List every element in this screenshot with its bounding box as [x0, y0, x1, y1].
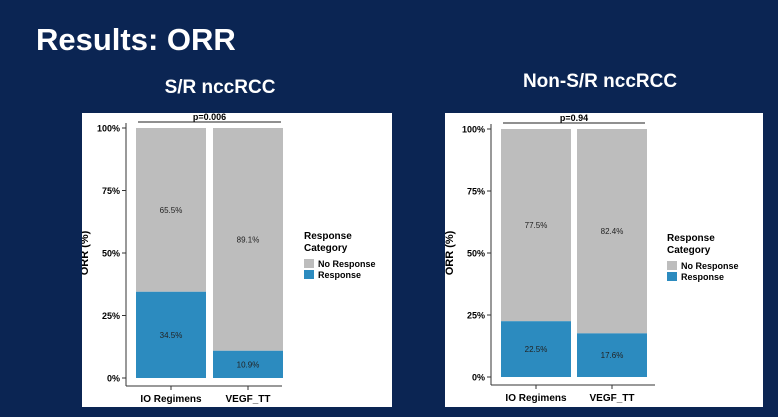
legend-title: Category [304, 243, 348, 254]
data-label-response: 17.6% [601, 351, 624, 360]
data-label-response: 34.5% [160, 331, 183, 340]
y-tick-label: 50% [467, 249, 485, 259]
legend-title: Category [667, 245, 711, 256]
y-axis-label: ORR (%) [445, 230, 456, 275]
bar-segment-no-response [501, 129, 571, 322]
y-tick-label: 100% [97, 124, 120, 134]
x-tick-label: IO Regimens [140, 394, 202, 405]
legend-swatch [304, 270, 314, 279]
p-value-annotation: p=0.006 [193, 113, 226, 122]
data-label-no-response: 89.1% [237, 235, 260, 244]
y-tick-label: 100% [462, 125, 485, 135]
y-tick-label: 75% [102, 186, 120, 196]
legend-entry-label: Response [681, 272, 724, 282]
data-label-no-response: 77.5% [525, 221, 548, 230]
x-tick-label: VEGF_TT [589, 393, 634, 404]
bar-segment-no-response [577, 129, 647, 334]
y-tick-label: 0% [472, 373, 485, 383]
y-tick-label: 0% [107, 374, 120, 384]
legend-swatch [304, 259, 314, 268]
bar-segment-response [577, 333, 647, 377]
bar-segment-no-response [136, 128, 206, 292]
y-tick-label: 25% [467, 311, 485, 321]
bar-segment-response [136, 291, 206, 378]
legend-title: Response [667, 233, 715, 244]
legend-swatch [667, 261, 677, 270]
y-tick-label: 75% [467, 187, 485, 197]
bar-segment-no-response [213, 128, 283, 351]
y-tick-label: 50% [102, 249, 120, 259]
data-label-response: 10.9% [237, 360, 260, 369]
slide-title: Results: ORR [36, 22, 236, 57]
legend-entry-label: Response [318, 270, 361, 280]
y-tick-label: 25% [102, 311, 120, 321]
p-value-annotation: p=0.94 [560, 113, 588, 123]
chart-title-right: Non-S/R nccRCC [522, 71, 678, 92]
x-tick-label: IO Regimens [505, 393, 567, 404]
x-tick-label: VEGF_TT [225, 394, 270, 405]
legend-swatch [667, 272, 677, 281]
bar-segment-response [501, 321, 571, 377]
chart-panel-left: ORR (%) 0% 25% 50% 75% 100% 65.5% 34.5% IO Regim… [82, 113, 392, 407]
legend-entry-label: No Response [318, 259, 376, 269]
chart-panel-right: ORR (%) 0% 25% 50% 75% 100% 77.5% 22.5% IO Regim… [445, 113, 763, 407]
stacked-bar-chart-left: ORR (%) 0% 25% 50% 75% 100% 65.5% 34.5% IO Regim… [82, 113, 376, 405]
bar-segment-response [213, 350, 283, 378]
data-label-response: 22.5% [525, 345, 548, 354]
data-label-no-response: 82.4% [601, 227, 624, 236]
legend-title: Response [304, 231, 352, 242]
legend-entry-label: No Response [681, 261, 739, 271]
data-label-no-response: 65.5% [160, 206, 183, 215]
chart-title-left: S/R nccRCC [164, 77, 276, 98]
y-axis-label: ORR (%) [82, 230, 91, 275]
stacked-bar-chart-right: ORR (%) 0% 25% 50% 75% 100% 77.5% 22.5% IO Regim… [445, 113, 739, 404]
